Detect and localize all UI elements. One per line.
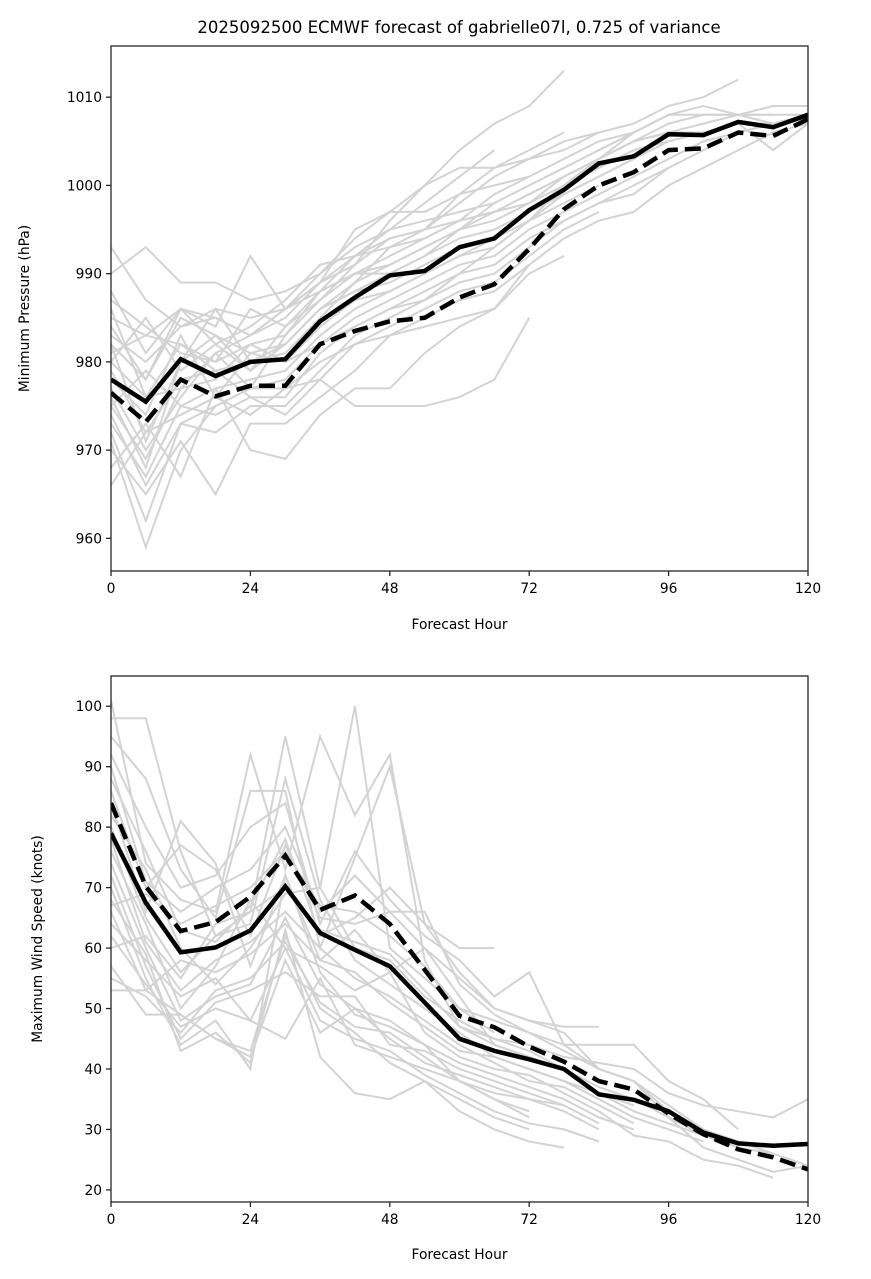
pressure-y-tick-label: 1010 — [67, 90, 102, 106]
wind-ensemble-member-line — [111, 774, 704, 1143]
wind-ensemble-member-line — [111, 935, 600, 1143]
pressure-mean-dashed-line — [111, 117, 808, 426]
pressure-ensemble-member-line — [111, 113, 808, 479]
wind-y-tick-label: 50 — [84, 1002, 102, 1018]
pressure-y-tick-label: 970 — [76, 443, 102, 459]
wind-ensemble-member-line — [111, 957, 600, 1131]
pressure-y-tick-label: 990 — [76, 267, 102, 283]
wind-x-ticks: 0 24 48 72 96 120 — [107, 1202, 821, 1228]
wind-ensemble-member-line — [111, 766, 599, 1028]
pressure-x-tick-label: 24 — [242, 581, 260, 597]
pressure-mean-solid-line — [111, 112, 808, 405]
pressure-x-tick-label: 96 — [660, 581, 678, 597]
wind-x-tick-label: 24 — [242, 1212, 260, 1228]
wind-x-tick-label: 48 — [381, 1212, 399, 1228]
wind-x-tick-label: 0 — [107, 1212, 116, 1228]
wind-y-axis-label: Maximum Wind Speed (knots) — [30, 835, 46, 1043]
pressure-ensemble-member-line — [111, 122, 808, 435]
wind-y-tick-label: 30 — [84, 1122, 102, 1138]
pressure-y-ticks: 960 970 980 990 1000 1010 — [67, 90, 111, 547]
pressure-y-tick-label: 980 — [76, 355, 102, 371]
wind-y-tick-label: 20 — [84, 1183, 102, 1199]
wind-ensemble-member-line — [111, 850, 774, 1179]
pressure-ensemble-member-line — [111, 131, 565, 417]
pressure-y-axis-label: Minimum Pressure (hPa) — [17, 225, 33, 392]
wind-y-tick-label: 100 — [76, 699, 102, 715]
wind-y-tick-label: 40 — [84, 1062, 102, 1078]
pressure-y-tick-label: 960 — [76, 531, 102, 547]
chart-title: 2025092500 ECMWF forecast of gabrielle07… — [197, 18, 720, 37]
wind-ensemble-member-line — [111, 778, 495, 950]
pressure-ensemble-member-line — [111, 158, 635, 408]
wind-ensemble-member-line — [111, 940, 565, 1107]
wind-x-tick-label: 120 — [795, 1212, 821, 1228]
wind-ensemble-member-line — [111, 699, 808, 1119]
wind-y-tick-label: 60 — [84, 941, 102, 957]
wind-y-tick-label: 70 — [84, 881, 102, 897]
pressure-ensemble-member-line — [111, 131, 669, 445]
wind-panel: 0 24 48 72 96 120 20 30 40 50 60 70 80 90 100 Forecas… — [30, 675, 821, 1263]
wind-y-tick-label: 90 — [84, 760, 102, 776]
pressure-ensemble-members — [111, 69, 808, 551]
wind-ensemble-member-line — [111, 735, 704, 1131]
pressure-ensemble-member-line — [111, 131, 635, 382]
pressure-plot-frame — [110, 45, 809, 572]
pressure-ensemble-member-line — [111, 166, 670, 524]
pressure-ensemble-member-line — [111, 69, 565, 328]
pressure-y-tick-label: 1000 — [67, 178, 102, 194]
wind-y-tick-label: 80 — [84, 820, 102, 836]
pressure-ensemble-member-line — [111, 175, 530, 399]
pressure-x-tick-label: 72 — [520, 581, 538, 597]
wind-x-tick-label: 72 — [520, 1212, 538, 1228]
pressure-ensemble-member-line — [111, 140, 670, 471]
pressure-ensemble-member-line — [111, 317, 531, 417]
pressure-panel: 2025092500 ECMWF forecast of gabrielle07… — [17, 18, 821, 633]
wind-ensemble-member-line — [111, 922, 739, 1143]
wind-y-ticks: 20 30 40 50 60 70 80 90 100 — [76, 699, 111, 1199]
wind-ensemble-member-line — [111, 706, 739, 1131]
pressure-ensemble-member-line — [111, 122, 808, 497]
wind-ensemble-member-line — [111, 863, 635, 1131]
pressure-ensemble-member-line — [111, 78, 739, 337]
pressure-ensemble-member-line — [111, 113, 670, 373]
wind-ensemble-member-line — [111, 899, 530, 1131]
wind-x-axis-label: Forecast Hour — [412, 1247, 508, 1263]
wind-x-tick-label: 96 — [660, 1212, 678, 1228]
pressure-x-ticks: 0 24 48 72 96 120 — [107, 571, 821, 597]
pressure-ensemble-member-line — [111, 264, 530, 486]
wind-ensemble-members — [111, 699, 808, 1179]
wind-ensemble-member-line — [111, 849, 495, 1034]
wind-plot-frame — [110, 675, 809, 1203]
wind-ensemble-member-line — [111, 875, 600, 1125]
pressure-x-tick-label: 48 — [381, 581, 399, 597]
pressure-x-tick-label: 120 — [795, 581, 821, 597]
pressure-ensemble-member-line — [111, 255, 565, 479]
wind-mean-dashed-line — [111, 802, 808, 1172]
wind-ensemble-member-line — [111, 754, 808, 1173]
pressure-x-tick-label: 0 — [107, 581, 116, 597]
wind-mean-solid-line — [111, 832, 808, 1149]
pressure-x-axis-label: Forecast Hour — [412, 617, 508, 633]
